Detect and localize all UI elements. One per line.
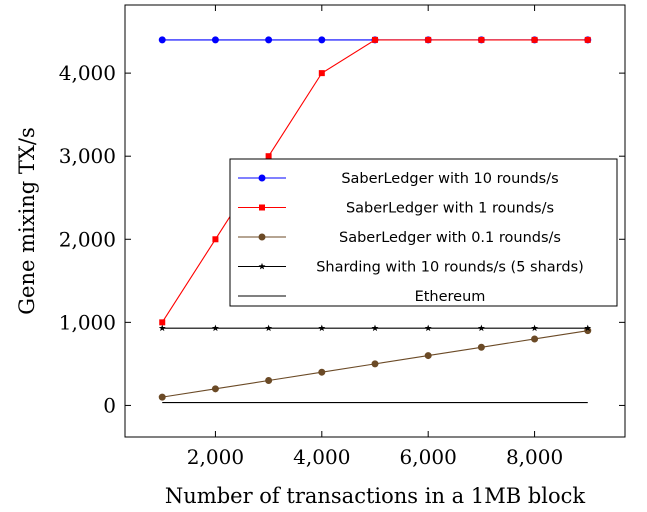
- data-point: [158, 324, 166, 332]
- y-tick-label: 3,000: [59, 144, 116, 168]
- data-point: [158, 393, 166, 401]
- legend-label: SaberLedger with 10 rounds/s: [341, 171, 558, 187]
- x-axis-title: Number of transactions in a 1MB block: [165, 484, 585, 508]
- data-point: [258, 174, 266, 182]
- y-tick-label: 2,000: [59, 227, 116, 251]
- legend-entry: Sharding with 10 rounds/s (5 shards): [238, 260, 584, 276]
- data-point: [531, 324, 538, 332]
- data-point: [258, 262, 266, 270]
- data-point: [318, 36, 326, 44]
- data-point: [372, 36, 378, 43]
- legend-label: SaberLedger with 1 rounds/s: [346, 201, 554, 217]
- x-tick-label: 8,000: [506, 445, 563, 469]
- data-point: [211, 36, 219, 44]
- data-point: [371, 324, 379, 332]
- series-3: [158, 324, 592, 332]
- legend: SaberLedger with 10 rounds/s SaberLedger …: [229, 158, 618, 307]
- data-point: [318, 368, 326, 376]
- data-point: [478, 36, 485, 43]
- data-point: [318, 70, 325, 77]
- legend-label: Sharding with 10 rounds/s (5 shards): [316, 260, 584, 276]
- legend-entry: SaberLedger with 1 rounds/s: [238, 201, 554, 217]
- data-point: [425, 36, 432, 43]
- y-tick-label: 0: [103, 393, 116, 417]
- data-point: [158, 36, 166, 44]
- tick-labels: 2,000 4,000 6,000 8,000 0 1,000 2,000 3,000 4,00…: [59, 61, 563, 469]
- legend-entry: SaberLedger with 0.1 rounds/s: [238, 230, 561, 246]
- x-tick-label: 2,000: [187, 445, 244, 469]
- data-point: [371, 360, 379, 368]
- data-point: [265, 324, 273, 332]
- x-tick-label: 6,000: [400, 445, 457, 469]
- x-tick-label: 4,000: [293, 445, 350, 469]
- data-point: [477, 324, 485, 332]
- legend-entry: Ethereum: [238, 289, 485, 305]
- data-point: [531, 36, 538, 43]
- legend-items: SaberLedger with 10 rounds/s SaberLedger …: [238, 171, 584, 305]
- data-point: [265, 36, 273, 44]
- legend-box: [229, 158, 618, 307]
- axis-ticks: [125, 5, 625, 437]
- data-point: [211, 385, 219, 393]
- data-point: [318, 324, 326, 332]
- data-point: [265, 377, 273, 385]
- data-point: [212, 324, 219, 332]
- legend-entry: SaberLedger with 10 rounds/s: [238, 171, 559, 187]
- data-point: [477, 343, 485, 351]
- plot-frame: [124, 4, 626, 438]
- data-point: [265, 153, 272, 160]
- data-point: [424, 324, 432, 332]
- data-point: [259, 204, 265, 211]
- data-point: [159, 319, 166, 326]
- legend-label: SaberLedger with 0.1 rounds/s: [339, 230, 561, 246]
- data-point: [584, 324, 592, 332]
- legend-label: Ethereum: [415, 289, 486, 305]
- y-tick-label: 4,000: [59, 61, 116, 85]
- data-point: [258, 233, 266, 241]
- y-tick-label: 1,000: [59, 310, 116, 334]
- data-point: [531, 335, 539, 343]
- data-point: [424, 352, 432, 360]
- data-point: [212, 236, 219, 243]
- series-2: [158, 327, 592, 401]
- data-point: [584, 36, 591, 43]
- y-axis-title: Gene mixing TX/s: [15, 127, 39, 314]
